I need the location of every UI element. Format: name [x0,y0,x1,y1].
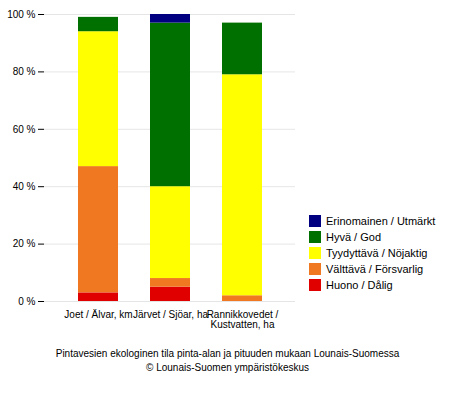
svg-text:40 %: 40 % [13,181,36,192]
svg-text:20 %: 20 % [13,238,36,249]
html-text:Välttävä / Försvarlig: Välttävä / Försvarlig [326,263,424,275]
svg-text:60 %: 60 % [13,124,36,135]
svg-text:100 %: 100 % [7,9,35,20]
svg-text:Rannikkovedet /Kustvatten, ha: Rannikkovedet /Kustvatten, ha [207,309,279,330]
html-text:Huono / Dålig: Huono / Dålig [326,279,393,291]
svg-text:Joet / Älvar, km: Joet / Älvar, km [64,309,132,320]
html-text:Tyydyttävä / Nöjaktig: Tyydyttävä / Nöjaktig [326,247,428,259]
svg-text:Järvet / Sjöar, ha: Järvet / Sjöar, ha [133,309,208,320]
html-text:Erinomainen / Utmärkt: Erinomainen / Utmärkt [326,215,436,227]
svg-text:0 %: 0 % [18,296,35,307]
svg-text:80 %: 80 % [13,66,36,77]
html-text:Pintavesien ekologinen tila pi: Pintavesien ekologinen tila pinta-alan j… [55,348,400,373]
html-text:Hyvä / God: Hyvä / God [326,231,381,243]
